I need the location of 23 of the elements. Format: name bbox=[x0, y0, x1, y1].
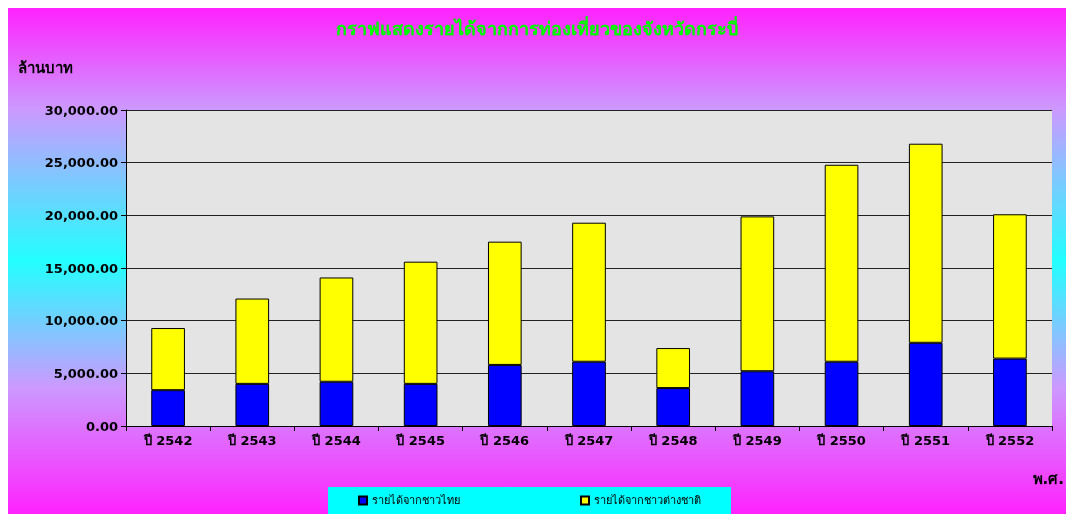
x-tick-label: ปี 2551 bbox=[900, 433, 951, 448]
legend-label: รายได้จากชาวไทย bbox=[372, 494, 460, 507]
y-tick-label: 0.00 bbox=[85, 418, 118, 434]
y-tick-label: 10,000.00 bbox=[44, 313, 118, 329]
x-tick-label: ปี 2542 bbox=[142, 433, 193, 448]
x-tick-label: ปี 2548 bbox=[647, 433, 698, 448]
x-tick-label: ปี 2546 bbox=[479, 433, 530, 448]
x-tick-label: ปี 2544 bbox=[311, 433, 361, 448]
x-tick-label: ปี 2549 bbox=[732, 433, 782, 448]
y-axis-title: ล้านบาท bbox=[18, 58, 73, 77]
x-tick-label: ปี 2550 bbox=[816, 433, 866, 448]
y-tick-label: 20,000.00 bbox=[44, 207, 118, 223]
y-tick-label: 25,000.00 bbox=[44, 155, 118, 171]
x-tick-label: ปี 2545 bbox=[395, 433, 445, 448]
x-tick-label: ปี 2543 bbox=[226, 433, 277, 448]
y-tick-label: 5,000.00 bbox=[53, 365, 118, 381]
legend-label: รายได้จากชาวต่างชาติ bbox=[594, 494, 701, 507]
x-axis-title: พ.ศ. bbox=[1032, 469, 1065, 488]
y-tick-label: 30,000.00 bbox=[44, 102, 118, 118]
x-tick-label: ปี 2552 bbox=[984, 433, 1035, 448]
x-tick-label: ปี 2547 bbox=[563, 433, 614, 448]
y-tick-label: 15,000.00 bbox=[44, 260, 118, 276]
chart-title: กราฟแสดงรายได้จากการท่องเที่ยวของจังหวัดกระบี่ bbox=[336, 15, 738, 39]
